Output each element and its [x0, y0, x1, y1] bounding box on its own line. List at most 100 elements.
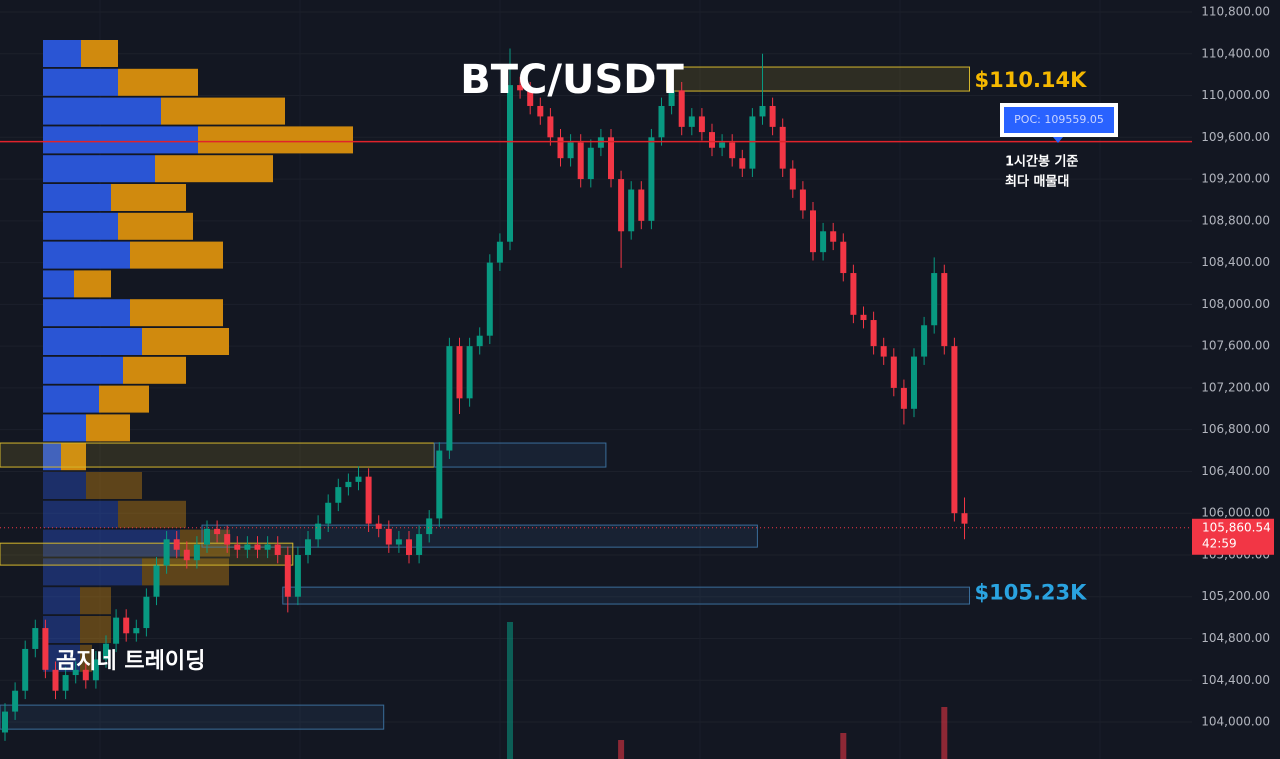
candle-body — [608, 137, 614, 180]
y-tick-label: 108,000.00 — [1201, 297, 1270, 311]
profile-bar — [43, 40, 81, 67]
candle-body — [22, 648, 29, 691]
profile-bar — [43, 270, 74, 298]
profile-bar — [74, 270, 111, 298]
candle-body — [345, 481, 352, 488]
volume-bar — [618, 740, 625, 759]
candle-body — [688, 116, 695, 127]
candle-body — [628, 189, 635, 232]
poc-label: POC: 109559.05 — [1014, 113, 1104, 126]
candle-body — [911, 356, 917, 409]
candle-body — [193, 544, 200, 561]
candle-body — [597, 137, 604, 148]
candle-body — [779, 126, 786, 169]
candle-body — [385, 528, 392, 545]
candle-body — [658, 105, 665, 138]
candle-body — [830, 231, 837, 242]
candle-body — [143, 596, 150, 629]
profile-bar — [43, 414, 86, 442]
profile-bar — [43, 299, 130, 327]
candle-body — [668, 90, 675, 106]
candle-body — [890, 356, 897, 388]
y-tick-label: 104,000.00 — [1201, 715, 1270, 729]
profile-bar — [118, 500, 186, 528]
profile-bar — [118, 212, 193, 240]
candle-body — [153, 565, 160, 597]
candle-body — [2, 711, 8, 733]
profile-bar — [43, 155, 155, 183]
candle-body — [496, 241, 503, 263]
profile-bar — [43, 558, 142, 586]
volume-bar — [840, 733, 847, 759]
candle-body — [395, 539, 402, 545]
candle-body — [456, 346, 463, 399]
profile-bar — [43, 126, 198, 154]
candle-body — [880, 346, 887, 357]
candle-body — [406, 539, 412, 555]
y-tick-label: 109,600.00 — [1201, 130, 1270, 144]
zone-label: $105.23K — [975, 581, 1088, 605]
profile-bar — [43, 97, 161, 125]
candle-body — [204, 528, 210, 545]
candle-body — [123, 617, 130, 634]
candle-body — [557, 137, 564, 159]
volume-bar — [941, 707, 948, 759]
candle-body — [375, 523, 382, 529]
zone-label: $110.14K — [975, 68, 1088, 92]
profile-bar — [43, 443, 61, 471]
candle-body — [52, 669, 59, 691]
profile-bar — [43, 616, 80, 643]
annotation: 1시간봉 기준 — [1005, 154, 1078, 170]
candle-body — [436, 450, 443, 519]
candle-body — [810, 210, 816, 253]
candle-body — [577, 142, 584, 180]
candle-body — [749, 116, 756, 169]
y-tick-label: 107,200.00 — [1201, 380, 1270, 394]
price-zone — [433, 442, 607, 468]
candle-body — [900, 387, 907, 409]
profile-bar — [198, 126, 353, 154]
profile-bar — [43, 68, 118, 96]
candle-body — [42, 628, 49, 670]
profile-bar — [43, 356, 123, 384]
price-zone — [0, 704, 385, 730]
candle-body — [294, 554, 301, 597]
last-price-box — [1192, 518, 1274, 555]
profile-bar — [130, 299, 223, 327]
profile-bar — [80, 644, 92, 672]
profile-bar — [161, 97, 285, 125]
candle-body — [486, 262, 493, 336]
candle-body — [183, 549, 190, 561]
annotation: 최다 매물대 — [1005, 174, 1069, 190]
candle-body — [62, 675, 69, 691]
candle-body — [941, 273, 948, 347]
price-zone — [201, 524, 758, 548]
watermark: 곰지네 트레이딩 — [56, 649, 205, 674]
y-tick-label: 107,600.00 — [1201, 339, 1270, 353]
candle-body — [648, 137, 655, 221]
volume-bar — [507, 622, 513, 759]
profile-bar — [86, 414, 130, 442]
chart-title: BTC/USDT — [460, 57, 684, 103]
profile-bar — [80, 587, 111, 615]
candle-body — [305, 539, 311, 555]
y-tick-label: 105,200.00 — [1201, 589, 1270, 603]
candle-body — [476, 335, 483, 347]
candle-body — [92, 659, 99, 681]
candle-body — [325, 502, 332, 524]
candle-body — [466, 346, 473, 399]
profile-bar — [43, 212, 118, 240]
candle-body — [517, 85, 524, 91]
y-tick-label: 106,000.00 — [1201, 506, 1270, 520]
candle-body — [799, 189, 806, 211]
candle-body — [840, 241, 847, 274]
price-zone — [0, 542, 294, 566]
candle-body — [315, 523, 322, 540]
candle-body — [214, 528, 221, 535]
candle-body — [426, 518, 433, 535]
candle-body — [365, 476, 372, 524]
profile-bar — [142, 328, 229, 355]
candle-body — [507, 85, 513, 242]
